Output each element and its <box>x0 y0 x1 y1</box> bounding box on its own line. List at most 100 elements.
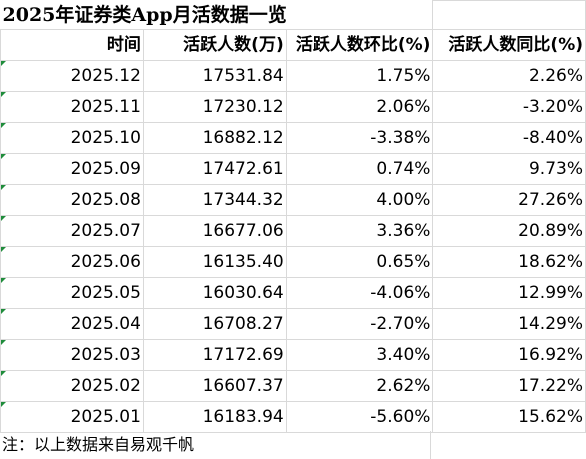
table-row: 2025.02 16607.37 2.62% 17.22% <box>0 370 586 402</box>
cell-active[interactable]: 16677.06 <box>142 215 287 247</box>
cell-mom[interactable]: 2.06% <box>285 91 434 123</box>
cell-active[interactable]: 16030.64 <box>142 277 287 309</box>
cell-month[interactable]: 2025.07 <box>0 215 144 247</box>
cell-yoy[interactable]: 17.22% <box>432 370 586 402</box>
cell-active[interactable]: 17531.84 <box>142 60 287 92</box>
cell-value: 12.99% <box>518 283 583 303</box>
cell-yoy[interactable]: 15.62% <box>432 401 586 433</box>
cell-value: -5.60% <box>370 407 431 427</box>
cell-value: -8.40% <box>522 128 583 148</box>
error-indicator-icon <box>1 278 6 283</box>
cell-mom[interactable]: 1.75% <box>285 60 434 92</box>
cell-active[interactable]: 16882.12 <box>142 122 287 154</box>
table-row: 2025.12 17531.84 1.75% 2.26% <box>0 60 586 92</box>
cell-yoy[interactable]: 16.92% <box>432 339 586 371</box>
cell-value: 17344.32 <box>202 190 284 210</box>
cell-value: -4.06% <box>370 283 431 303</box>
cell-active[interactable]: 16708.27 <box>142 308 287 340</box>
cell-value: 27.26% <box>518 190 583 210</box>
cell-mom[interactable]: 0.65% <box>285 246 434 278</box>
cell-yoy[interactable]: -3.20% <box>432 91 586 123</box>
cell-month[interactable]: 2025.02 <box>0 370 144 402</box>
error-indicator-icon <box>1 61 6 66</box>
note-row <box>0 431 586 459</box>
cell-yoy[interactable]: 9.73% <box>432 153 586 185</box>
cell-yoy[interactable]: 20.89% <box>432 215 586 247</box>
cell-active[interactable]: 16183.94 <box>142 401 287 433</box>
cell-yoy[interactable]: 27.26% <box>432 184 586 216</box>
cell-month[interactable]: 2025.04 <box>0 308 144 340</box>
cell-active[interactable]: 17472.61 <box>142 153 287 185</box>
error-indicator-icon <box>1 309 6 314</box>
cell-value: 2025.02 <box>70 376 141 396</box>
error-indicator-icon <box>1 402 6 407</box>
cell-value: 2025.06 <box>70 252 141 272</box>
cell-month[interactable]: 2025.12 <box>0 60 144 92</box>
cell-value: 2.62% <box>376 376 431 396</box>
cell-month[interactable]: 2025.05 <box>0 277 144 309</box>
empty-cell[interactable] <box>432 0 586 30</box>
cell-value: 14.29% <box>518 314 583 334</box>
header-month[interactable]: 时间 <box>0 29 144 61</box>
cell-active[interactable]: 17344.32 <box>142 184 287 216</box>
table-body: 2025.12 17531.84 1.75% 2.26% 2025.11 17230.12… <box>0 60 586 433</box>
cell-active[interactable]: 16135.40 <box>142 246 287 278</box>
error-indicator-icon <box>1 123 6 128</box>
cell-yoy[interactable]: 18.62% <box>432 246 586 278</box>
cell-mom[interactable]: -2.70% <box>285 308 434 340</box>
cell-month[interactable]: 2025.03 <box>0 339 144 371</box>
cell-yoy[interactable]: 14.29% <box>432 308 586 340</box>
cell-value: 3.40% <box>376 345 431 365</box>
cell-mom[interactable]: -4.06% <box>285 277 434 309</box>
table-row: 2025.11 17230.12 2.06% -3.20% <box>0 91 586 123</box>
cell-active[interactable]: 16607.37 <box>142 370 287 402</box>
grid-line <box>430 431 431 459</box>
cell-mom[interactable]: 2.62% <box>285 370 434 402</box>
cell-yoy[interactable]: 2.26% <box>432 60 586 92</box>
source-note[interactable]: 注：以上数据来自易观千帆 <box>2 435 195 454</box>
cell-month[interactable]: 2025.09 <box>0 153 144 185</box>
cell-yoy[interactable]: -8.40% <box>432 122 586 154</box>
cell-value: 3.36% <box>376 221 431 241</box>
table-row: 2025.08 17344.32 4.00% 27.26% <box>0 184 586 216</box>
cell-value: 2025.05 <box>70 283 141 303</box>
cell-value: 17472.61 <box>202 159 284 179</box>
table-title[interactable]: 2025年证券类App月活数据一览 <box>2 3 287 26</box>
cell-mom[interactable]: 3.40% <box>285 339 434 371</box>
cell-month[interactable]: 2025.06 <box>0 246 144 278</box>
cell-value: 20.89% <box>518 221 583 241</box>
cell-value: 0.74% <box>376 159 431 179</box>
cell-month[interactable]: 2025.10 <box>0 122 144 154</box>
cell-value: 16677.06 <box>202 221 284 241</box>
cell-value: -3.20% <box>522 97 583 117</box>
cell-value: 16882.12 <box>202 128 284 148</box>
header-yoy[interactable]: 活跃人数同比(%) <box>432 29 586 61</box>
cell-active[interactable]: 17230.12 <box>142 91 287 123</box>
cell-value: 16.92% <box>518 345 583 365</box>
cell-month[interactable]: 2025.01 <box>0 401 144 433</box>
cell-mom[interactable]: 4.00% <box>285 184 434 216</box>
cell-mom[interactable]: 3.36% <box>285 215 434 247</box>
cell-value: 2025.07 <box>70 221 141 241</box>
cell-month[interactable]: 2025.11 <box>0 91 144 123</box>
table-row: 2025.03 17172.69 3.40% 16.92% <box>0 339 586 371</box>
cell-value: 2025.11 <box>70 97 141 117</box>
cell-active[interactable]: 17172.69 <box>142 339 287 371</box>
cell-value: -2.70% <box>370 314 431 334</box>
cell-mom[interactable]: -3.38% <box>285 122 434 154</box>
cell-value: 16183.94 <box>202 407 284 427</box>
cell-value: 9.73% <box>528 159 583 179</box>
cell-yoy[interactable]: 12.99% <box>432 277 586 309</box>
cell-value: 16030.64 <box>202 283 284 303</box>
cell-mom[interactable]: -5.60% <box>285 401 434 433</box>
header-active[interactable]: 活跃人数(万) <box>142 29 287 61</box>
error-indicator-icon <box>1 340 6 345</box>
header-mom[interactable]: 活跃人数环比(%) <box>285 29 434 61</box>
cell-value: 2.26% <box>528 66 583 86</box>
cell-month[interactable]: 2025.08 <box>0 184 144 216</box>
title-row: 2025年证券类App月活数据一览 <box>1 0 586 30</box>
cell-value: 16607.37 <box>202 376 284 396</box>
table-row: 2025.01 16183.94 -5.60% 15.62% <box>0 401 586 433</box>
cell-mom[interactable]: 0.74% <box>285 153 434 185</box>
